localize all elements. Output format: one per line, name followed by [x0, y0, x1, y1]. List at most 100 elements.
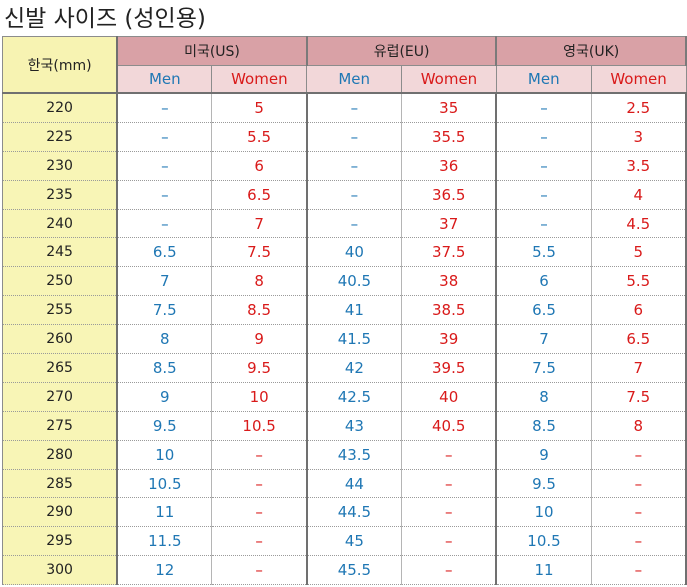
table-row: 230–6–36–3.5 [2, 151, 687, 181]
eu-men-cell: 40.5 [306, 266, 403, 297]
table-row: 255 7.5 8.5 41 38.5 6.5 6 [2, 295, 687, 326]
korea-size-cell: 235 [2, 180, 119, 210]
table-row: 245 6.5 7.5 40 37.5 5.5 5 [2, 237, 687, 268]
korea-size-cell: 250 [2, 266, 119, 297]
us-men-cell: 11 [117, 497, 213, 528]
table-row: 235–6.5–36.5–4 [2, 180, 687, 210]
table-row: 225–5.5–35.5–3 [2, 122, 687, 152]
size-table-body: 220–5–35–2.5 225–5.5–35.5–3 230–6–36–3.5 23… [2, 93, 687, 586]
us-women-cell: 9 [211, 324, 308, 355]
uk-women-cell: – [591, 440, 687, 470]
korea-size-cell: 265 [2, 353, 119, 383]
us-women-header: Women [211, 65, 308, 94]
uk-men-cell: – [496, 93, 592, 123]
gender-header-row: Men Women Men Women Men Women [3, 65, 687, 94]
table-row: 280 10–43.5–9– [2, 440, 687, 470]
eu-women-cell: 35 [401, 93, 498, 123]
korea-size-cell: 225 [2, 122, 119, 152]
uk-women-cell: – [591, 526, 687, 557]
us-men-cell: 12 [117, 555, 213, 586]
table-row: 270 9 10 42.5 40 8 7.5 [2, 382, 687, 412]
korea-size-cell: 275 [2, 411, 119, 441]
table-row: 275 9.5 10.5 43 40.5 8.5 8 [2, 411, 687, 441]
eu-men-cell: 41 [306, 295, 403, 326]
uk-men-cell: 6.5 [496, 295, 592, 326]
uk-women-cell: 7 [591, 353, 687, 383]
eu-women-cell: – [401, 497, 498, 528]
table-row: 250 7 8 40.5 38 6 5.5 [2, 266, 687, 297]
uk-women-cell: 5 [591, 237, 687, 268]
us-women-cell: – [211, 469, 308, 499]
uk-women-cell: – [591, 497, 687, 528]
uk-women-cell: 5.5 [591, 266, 687, 297]
uk-men-cell: 10.5 [496, 526, 592, 557]
eu-men-header: Men [306, 65, 403, 94]
uk-men-cell: – [496, 122, 592, 152]
region-header-row: 한국(mm) 미국(US) 유럽(EU) 영국(UK) [2, 36, 687, 94]
uk-women-cell: – [591, 555, 687, 586]
uk-men-cell: 9 [496, 440, 592, 470]
korea-size-cell: 220 [2, 93, 119, 123]
us-women-cell: 6 [211, 151, 308, 181]
uk-men-cell: 11 [496, 555, 592, 586]
us-men-cell: 8 [117, 324, 213, 355]
us-men-cell: 10 [117, 440, 213, 470]
korea-size-cell: 280 [2, 440, 119, 470]
uk-men-cell: 10 [496, 497, 592, 528]
korea-size-cell: 270 [2, 382, 119, 412]
uk-men-cell: 6 [496, 266, 592, 297]
us-men-cell: 11.5 [117, 526, 213, 557]
eu-men-cell: 42 [306, 353, 403, 383]
us-men-cell: 8.5 [117, 353, 213, 383]
uk-women-header: Women [590, 65, 687, 94]
eu-women-cell: 35.5 [401, 122, 498, 152]
us-women-cell: 5.5 [211, 122, 308, 152]
us-women-cell: 10 [211, 382, 308, 412]
eu-women-cell: – [401, 440, 498, 470]
uk-men-cell: – [496, 209, 592, 239]
us-women-cell: 7.5 [211, 237, 308, 268]
eu-women-cell: 36.5 [401, 180, 498, 210]
us-women-cell: 8 [211, 266, 308, 297]
us-men-cell: 6.5 [117, 237, 213, 268]
eu-women-cell: 39 [401, 324, 498, 355]
eu-men-cell: – [306, 122, 403, 152]
uk-women-cell: – [591, 469, 687, 499]
eu-women-cell: 37.5 [401, 237, 498, 268]
us-men-cell: 7.5 [117, 295, 213, 326]
korea-size-cell: 230 [2, 151, 119, 181]
uk-women-cell: 3 [591, 122, 687, 152]
us-men-cell: 9 [117, 382, 213, 412]
eu-women-cell: – [401, 526, 498, 557]
page-title: 신발 사이즈 (성인용) [4, 6, 206, 32]
us-men-cell: – [117, 209, 213, 239]
uk-women-cell: 2.5 [591, 93, 687, 123]
eu-women-cell: – [401, 469, 498, 499]
uk-women-cell: 6 [591, 295, 687, 326]
eu-men-cell: – [306, 180, 403, 210]
eu-men-cell: 43.5 [306, 440, 403, 470]
us-men-cell: – [117, 122, 213, 152]
us-men-cell: – [117, 151, 213, 181]
uk-men-cell: 7.5 [496, 353, 592, 383]
us-men-cell: – [117, 93, 213, 123]
us-men-header: Men [116, 65, 213, 94]
korea-size-cell: 260 [2, 324, 119, 355]
eu-women-cell: 37 [401, 209, 498, 239]
region-header-uk: 영국(UK) [495, 36, 687, 66]
uk-women-cell: 8 [591, 411, 687, 441]
uk-women-cell: 3.5 [591, 151, 687, 181]
korea-size-cell: 240 [2, 209, 119, 239]
table-row: 240–7–37–4.5 [2, 209, 687, 239]
eu-men-cell: 42.5 [306, 382, 403, 412]
uk-men-header: Men [495, 65, 592, 94]
region-header-eu: 유럽(EU) [305, 36, 498, 66]
us-women-cell: 7 [211, 209, 308, 239]
us-men-cell: – [117, 180, 213, 210]
eu-women-cell: 38 [401, 266, 498, 297]
korea-size-header: 한국(mm) [2, 36, 119, 94]
eu-men-cell: 44.5 [306, 497, 403, 528]
us-men-cell: 9.5 [117, 411, 213, 441]
us-women-cell: – [211, 497, 308, 528]
korea-size-cell: 290 [2, 497, 119, 528]
